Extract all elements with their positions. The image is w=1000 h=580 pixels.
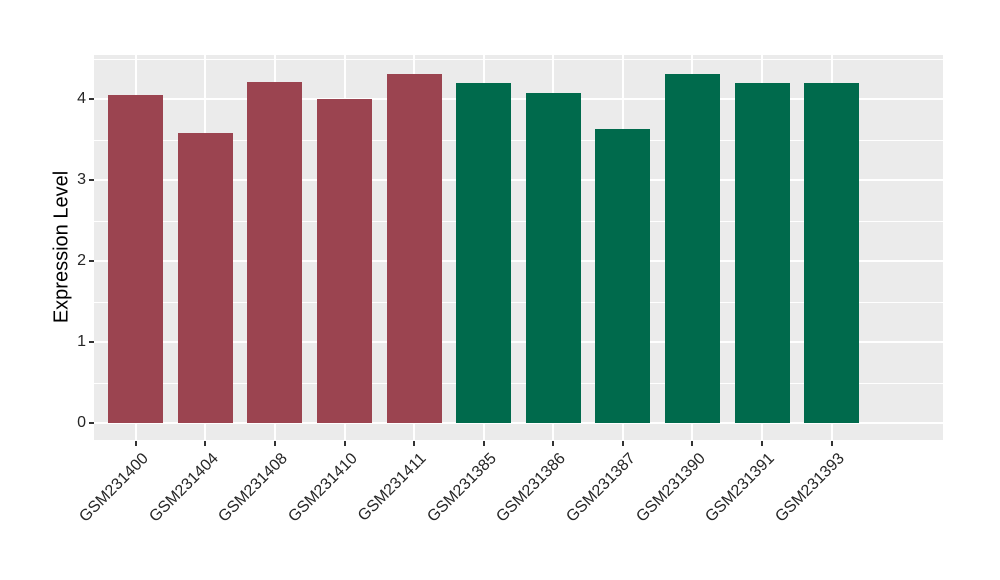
x-axis-tick [830,441,833,446]
gridline-major [94,260,943,263]
x-axis-tick [691,441,694,446]
y-axis-title: Expression Level [50,170,73,324]
y-axis-tick [89,341,94,344]
y-axis-tick [89,98,94,101]
x-axis-tick [273,441,276,446]
bar-GSM231391 [734,83,790,423]
gridline-major [94,179,943,182]
x-tick-label: GSM231411 [355,450,431,525]
bar-GSM231387 [595,129,651,423]
y-axis-tick [89,260,94,263]
x-axis-tick [552,441,555,446]
x-axis-tick [621,441,624,446]
bar-GSM231400 [108,95,164,423]
bar-GSM231386 [525,92,581,423]
plot-panel [94,55,943,440]
x-tick-label: GSM231410 [285,450,361,526]
gridline-minor [94,301,943,303]
gridline-minor [94,382,943,384]
x-axis-tick [413,441,416,446]
bar-GSM231404 [177,132,233,423]
y-tick-label: 4 [77,90,86,108]
x-axis-tick [343,441,346,446]
bar-GSM231410 [317,98,373,423]
gridline-minor [94,139,943,141]
x-tick-label: GSM231390 [632,450,709,526]
y-tick-label: 3 [77,171,86,189]
y-tick-label: 2 [77,252,86,270]
x-tick-label: GSM231385 [424,450,500,526]
bar-GSM231411 [386,74,442,423]
y-tick-label: 1 [77,333,86,351]
y-tick-label: 0 [77,414,86,431]
bar-GSM231385 [456,83,512,423]
bar-GSM231408 [247,82,303,423]
x-axis-tick [204,441,207,446]
gridline-major [94,422,943,424]
x-tick-label: GSM231400 [76,450,152,526]
x-tick-label: GSM231404 [145,450,222,526]
gridline-major [94,341,943,344]
x-tick-label: GSM231391 [702,450,779,526]
x-tick-label: GSM231408 [215,450,291,526]
bar-GSM231393 [804,83,860,423]
gridline-minor [94,58,943,60]
x-tick-label: GSM231393 [772,450,848,526]
y-axis-tick [89,422,94,424]
x-axis-tick [761,441,764,446]
gridline-major [94,98,943,101]
y-axis-tick [89,179,94,182]
x-axis-tick [134,441,137,446]
x-axis-tick [482,441,485,446]
x-tick-label: GSM231387 [563,450,639,526]
gridline-minor [94,220,943,222]
x-tick-label: GSM231386 [493,450,570,526]
bar-GSM231390 [664,74,720,423]
